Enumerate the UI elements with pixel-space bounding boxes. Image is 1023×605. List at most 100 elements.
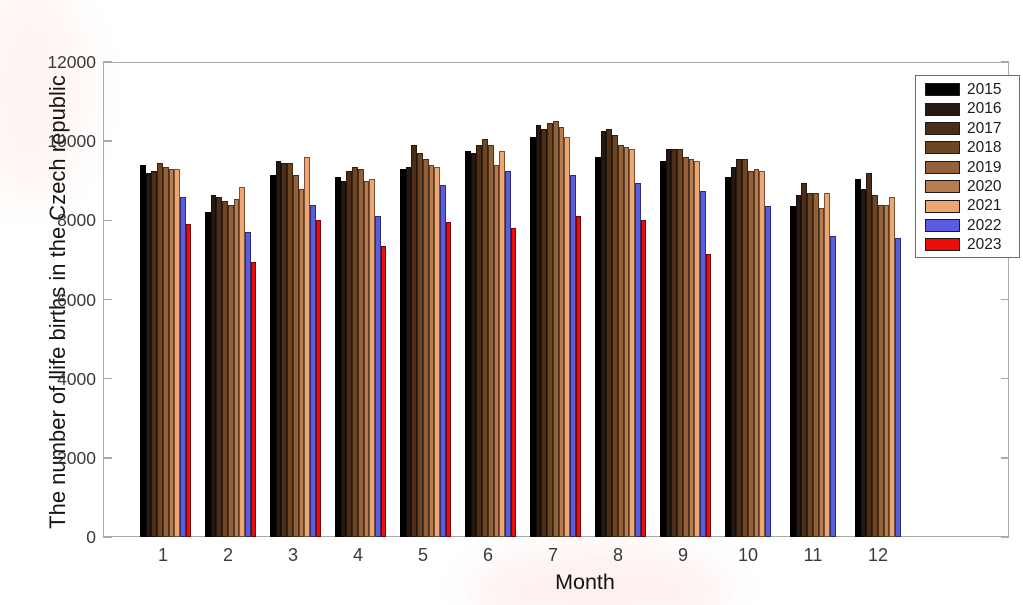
y-tick-label: 10000 (47, 131, 96, 152)
y-tick-label: 12000 (47, 52, 96, 72)
legend-swatch-2019 (925, 160, 960, 174)
bar-month11-2020 (818, 208, 825, 537)
bar-month6-2021 (499, 151, 506, 537)
y-tick-label: 6000 (57, 289, 96, 310)
bar-month8-2017 (606, 129, 613, 537)
bar-month9-2015 (660, 160, 666, 537)
bar-month2-2016 (210, 194, 217, 537)
bar-month4-2019 (357, 168, 364, 537)
x-tick-label: 5 (417, 545, 428, 565)
bar-month7-2021 (564, 137, 571, 537)
bar-month6-2016 (470, 153, 477, 537)
x-tick-label: 12 (867, 545, 889, 565)
bar-month3-2015 (270, 174, 276, 537)
bar-month6-2019 (487, 145, 494, 537)
y-tick-mark (103, 457, 112, 459)
bar-month2-2023 (250, 261, 257, 537)
x-tick-label: 7 (547, 545, 558, 565)
bar-month8-2020 (623, 147, 630, 537)
bar-month10-2015 (725, 176, 731, 537)
bar-month6-2022 (505, 170, 511, 537)
bar-month4-2017 (346, 170, 353, 537)
legend-item-2022: 2022 (925, 216, 1019, 235)
bar-month7-2019 (552, 121, 559, 537)
bar-month7-2017 (541, 129, 548, 537)
legend-item-2023: 2023 (925, 235, 1019, 254)
legend-item-2020: 2020 (925, 177, 1019, 196)
x-tick-label: 2 (222, 545, 233, 565)
bar-month12-2020 (883, 204, 890, 537)
bar-month4-2018 (352, 166, 358, 537)
bar-month2-2021 (239, 186, 246, 537)
bar-month11-2022 (830, 236, 836, 537)
x-tick-label: 6 (482, 545, 493, 565)
y-tick-mark (1000, 457, 1009, 459)
legend-item-2019: 2019 (925, 158, 1019, 177)
y-tick-label: 8000 (57, 210, 96, 231)
bar-month4-2023 (380, 246, 387, 537)
legend-item-2016: 2016 (925, 99, 1019, 118)
bar-month1-2015 (140, 164, 146, 537)
bar-month5-2015 (400, 168, 406, 537)
legend-item-2017: 2017 (925, 119, 1019, 138)
legend-swatch-2022 (925, 218, 960, 232)
x-tick-label: 10 (737, 545, 759, 565)
y-tick-label: 0 (86, 527, 96, 547)
x-tick-label: 9 (677, 545, 688, 565)
legend-item-2018: 2018 (925, 138, 1019, 157)
legend-item-2021: 2021 (925, 196, 1019, 215)
legend-label: 2021 (967, 197, 1002, 215)
bar-month2-2019 (227, 204, 234, 537)
bar-month1-2021 (174, 168, 181, 537)
y-tick-mark (1000, 377, 1009, 380)
legend-swatch-2015 (925, 83, 960, 97)
legend-item-2015: 2015 (925, 80, 1019, 99)
legend-label: 2015 (967, 80, 1002, 98)
bar-month4-2022 (375, 216, 381, 537)
bar-month11-2018 (807, 192, 813, 537)
y-tick-label: 4000 (57, 368, 96, 389)
bar-month4-2016 (340, 180, 347, 537)
x-tick-label: 11 (803, 545, 823, 565)
legend-label: 2018 (967, 139, 1002, 157)
bar-month2-2022 (245, 232, 251, 537)
bar-month7-2016 (535, 125, 542, 537)
bar-month3-2018 (287, 162, 293, 537)
bar-month8-2015 (595, 157, 601, 537)
bar-month9-2020 (688, 158, 695, 537)
y-tick-label: 2000 (57, 447, 96, 468)
bar-month9-2016 (665, 149, 672, 537)
legend-label: 2020 (967, 177, 1002, 195)
bar-month8-2023 (640, 220, 647, 537)
y-tick-mark (103, 377, 112, 380)
bar-month10-2021 (759, 170, 766, 537)
bar-month5-2017 (411, 145, 418, 537)
bar-month11-2021 (824, 192, 831, 537)
legend-swatch-2016 (925, 102, 960, 116)
bar-month7-2020 (558, 127, 565, 537)
x-tick-label: 4 (352, 545, 363, 565)
y-tick-mark (1000, 298, 1009, 301)
bar-month8-2016 (600, 131, 607, 537)
bar-month2-2018 (222, 200, 228, 537)
bar-month6-2015 (465, 151, 471, 537)
legend-swatch-2017 (925, 121, 960, 135)
bar-month3-2019 (292, 174, 299, 537)
bar-month6-2023 (510, 228, 517, 537)
y-tick-mark (103, 219, 112, 222)
bar-month1-2022 (180, 196, 186, 537)
y-tick-mark (103, 140, 112, 142)
bar-month2-2017 (216, 196, 223, 537)
bar-month10-2022 (765, 206, 771, 537)
bar-month11-2017 (801, 182, 808, 537)
bar-month10-2017 (736, 158, 743, 537)
bar-month12-2019 (877, 204, 884, 537)
bar-month11-2019 (812, 192, 819, 537)
bar-month4-2021 (369, 178, 376, 537)
bar-month12-2022 (895, 238, 901, 537)
x-tick-label: 8 (612, 545, 623, 565)
bar-month10-2016 (730, 166, 737, 537)
bar-month7-2015 (530, 137, 536, 537)
bar-month7-2023 (575, 216, 582, 537)
bar-month3-2020 (298, 188, 305, 537)
